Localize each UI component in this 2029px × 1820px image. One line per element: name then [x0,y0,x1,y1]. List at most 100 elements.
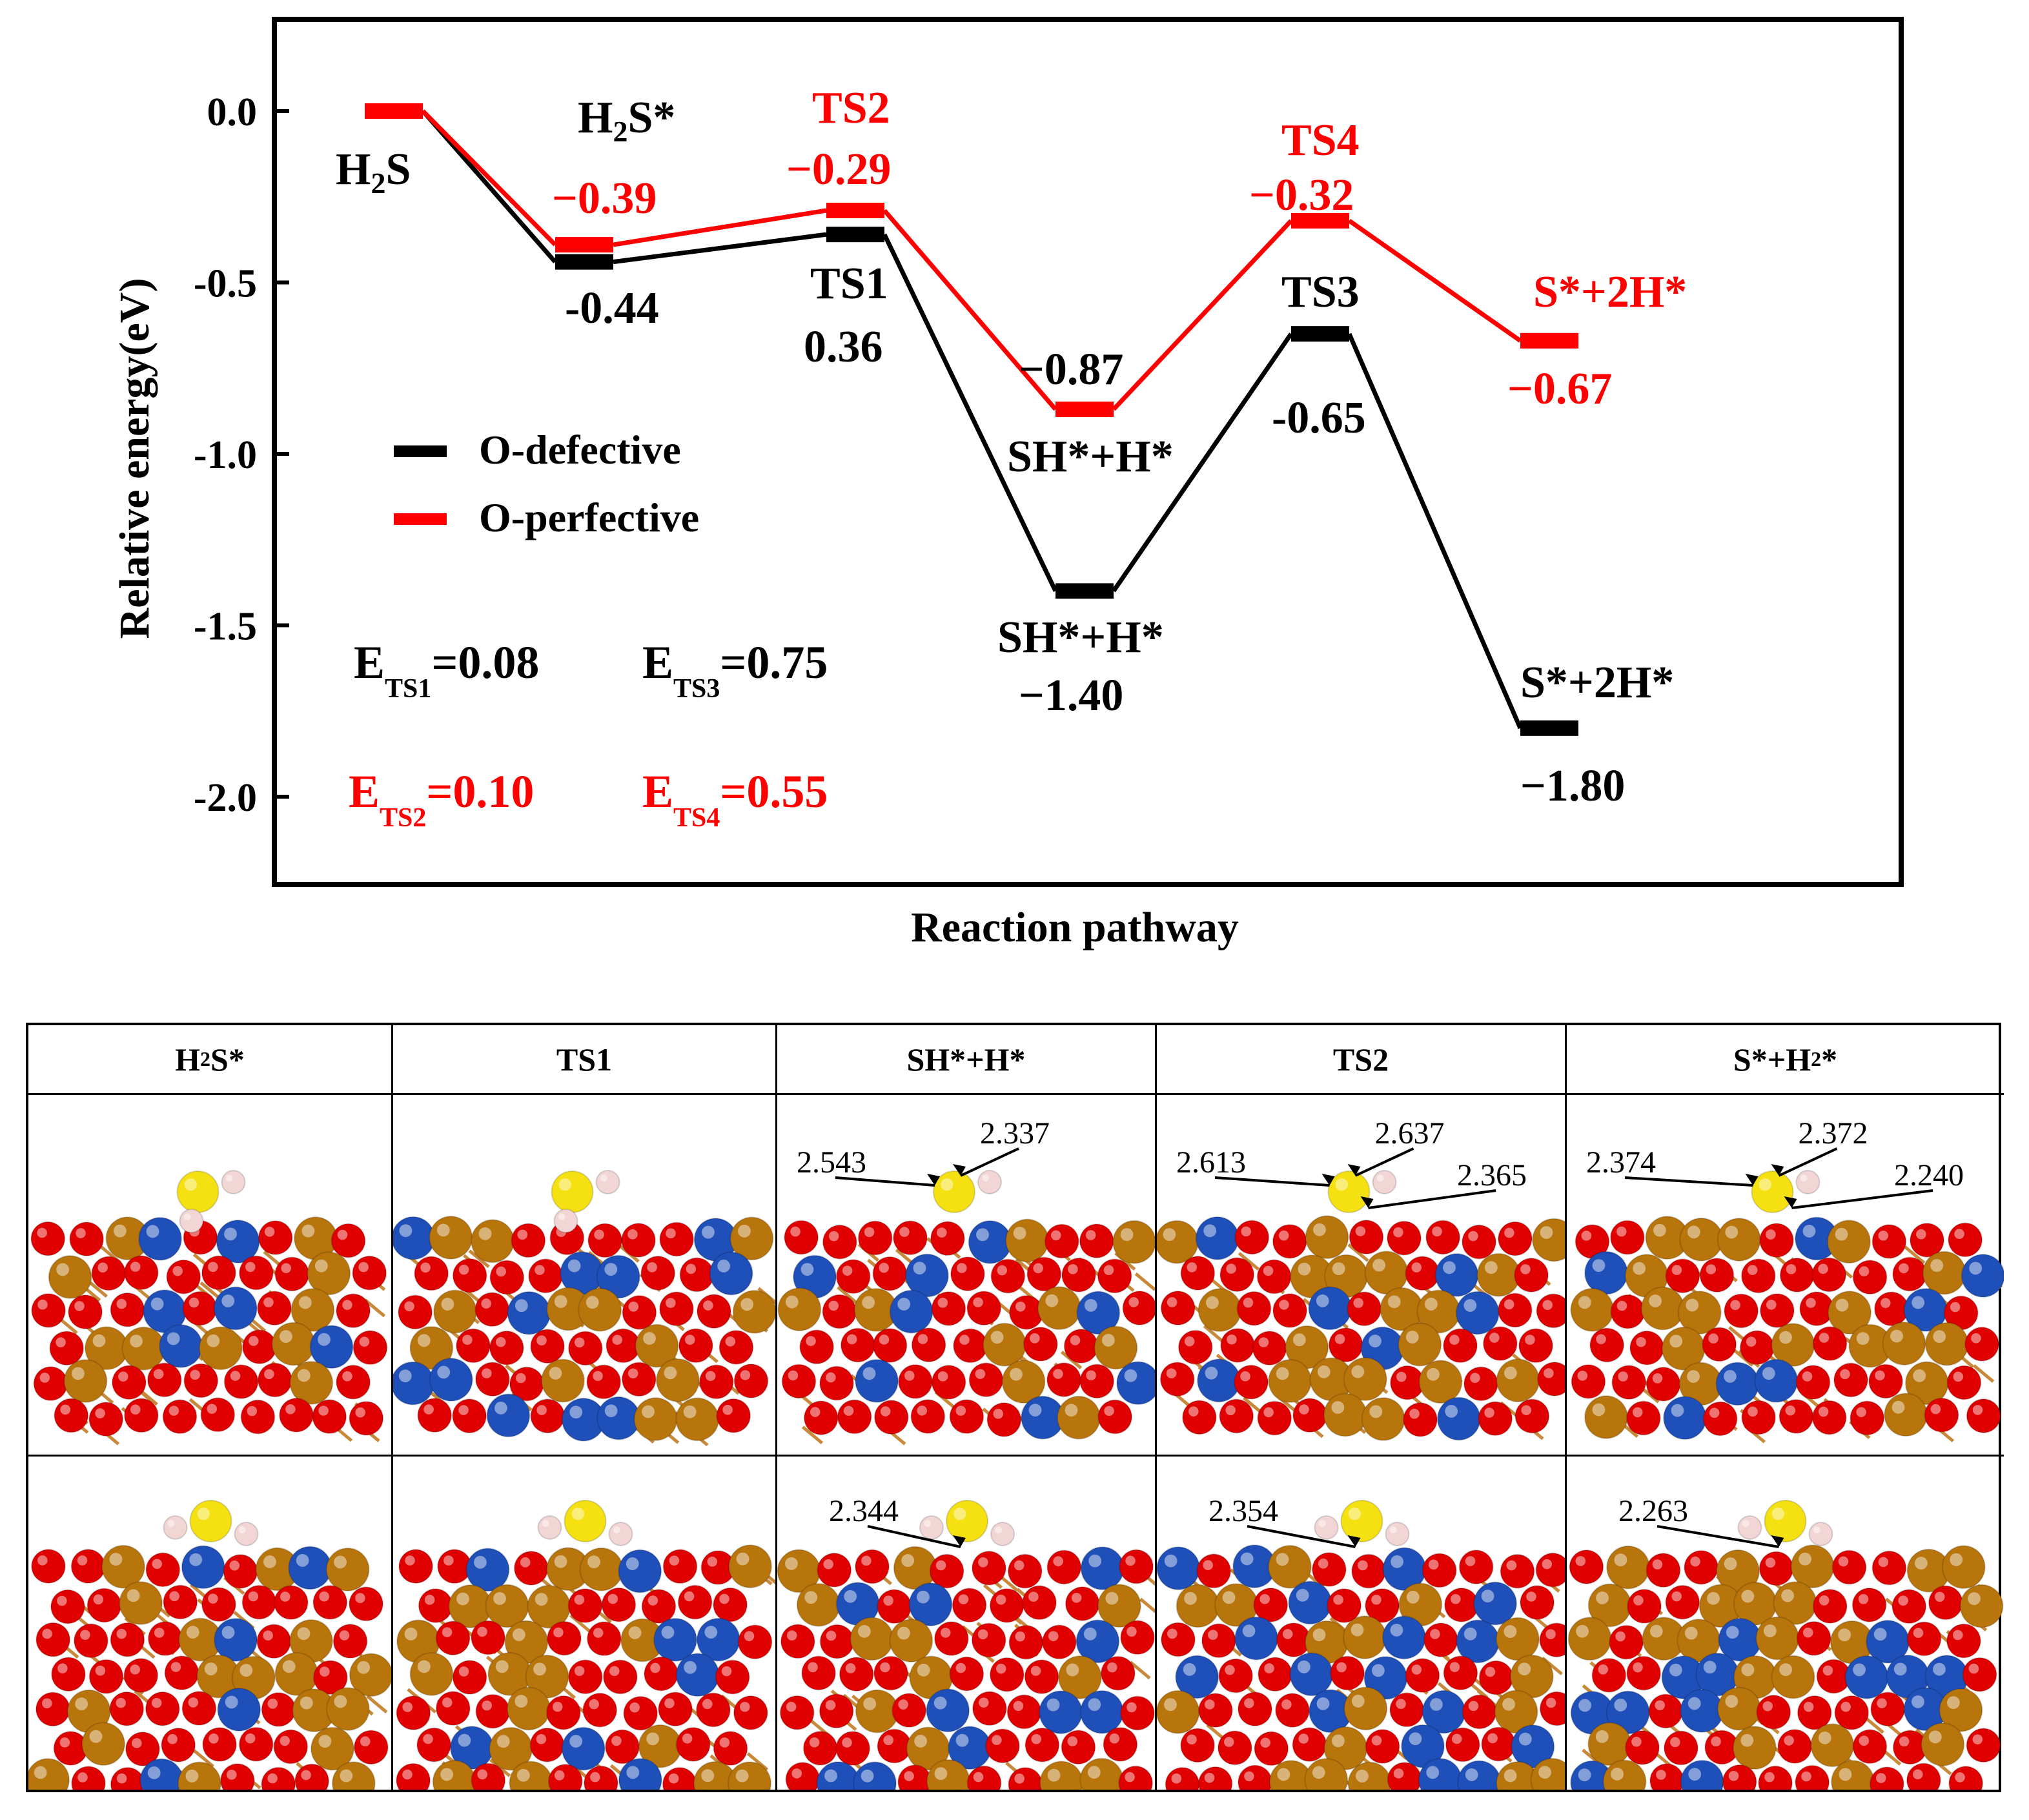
atom-o [471,1620,506,1655]
connector-o-perfective [613,208,827,247]
atom-o [1946,1623,1981,1659]
atom-highlight [93,1594,104,1605]
atom-highlight [1504,1769,1517,1783]
atom-o [36,1622,71,1657]
atom-o [621,1362,657,1397]
atom-highlight [267,1699,278,1709]
value-p3: −0.87 [1019,345,1123,394]
atom-highlight [482,1368,492,1378]
atom-o [452,1398,487,1434]
atom-o [1497,1221,1533,1256]
atom-o [70,1549,106,1584]
atom-highlight [59,1737,70,1748]
atom-o [349,1586,384,1622]
atom-highlight [113,1224,127,1238]
atom-highlight [843,1406,854,1416]
atom-ce [119,1580,163,1625]
atom-highlight [301,1770,311,1781]
atom-highlight [786,1701,797,1712]
atom-highlight [1046,1698,1060,1712]
atom-highlight [1669,1663,1682,1677]
atom-o [695,1692,731,1728]
atom-s [1751,1171,1794,1213]
atom-highlight [1104,1406,1114,1416]
atom-o [312,1660,348,1695]
atom-highlight [1930,1404,1941,1415]
label-h2s: H2S [336,145,411,199]
atom-highlight [1465,1556,1476,1566]
atom-highlight [941,1178,953,1191]
atom-highlight [1014,1774,1025,1784]
atom-highlight [569,1406,583,1419]
arrowhead [1745,1174,1759,1185]
atom-highlight [1109,1733,1120,1744]
atom-highlight [1950,1553,1963,1566]
atom-highlight [1875,1370,1885,1381]
atom-o [1445,1727,1480,1763]
atom-o [273,1585,309,1621]
atom-highlight [1088,1554,1102,1568]
atom-highlight [613,1526,620,1534]
atom-highlight [116,1697,127,1708]
atom-v [926,1688,970,1733]
atom-o [835,1259,871,1294]
atom-o [802,1730,838,1766]
atom-highlight [423,1733,433,1744]
atom-highlight [1898,1595,1908,1606]
atom-o [1022,1585,1057,1621]
atom-o [1627,1588,1662,1624]
atom-highlight [493,1592,506,1605]
atom-o [1234,1364,1269,1400]
atom-highlight [1449,1334,1460,1345]
atom-highlight [806,1336,816,1346]
atom-highlight [1430,1629,1440,1639]
atom-highlight [1127,1702,1137,1713]
atom-v [1715,1362,1760,1406]
atom-highlight [1822,1665,1833,1676]
atom-highlight [1596,1334,1606,1345]
atom-highlight [130,1664,140,1675]
atom-highlight [342,1300,352,1310]
atom-o [1041,1624,1077,1660]
atom-v [1754,1358,1799,1403]
atom-highlight [95,1408,105,1418]
atom-o [1272,1223,1307,1259]
atom-o [1198,1766,1233,1790]
atom-o [452,1258,487,1293]
atom-o [1759,1223,1794,1258]
atom-v [1382,1615,1426,1660]
structure-top-h2s [28,1095,393,1457]
bond [1060,1351,1083,1369]
atom-highlight [1244,1698,1254,1708]
atom-o [1061,1730,1096,1765]
bond [569,1613,591,1633]
atom-o [1351,1553,1387,1589]
atom-highlight [1071,1593,1082,1603]
atom-o [1007,1553,1043,1589]
atom-highlight [39,1373,50,1383]
atom-o [1478,1401,1513,1437]
atom-highlight [1687,1225,1700,1239]
atom-highlight [399,1224,413,1238]
atom-highlight [462,1334,473,1345]
atom-highlight [1033,1263,1043,1274]
atom-highlight [1930,1259,1944,1272]
atom-highlight [1928,1730,1942,1744]
atom-highlight [857,1624,871,1638]
atom-highlight [661,1626,675,1639]
atom-o [1946,1365,1982,1400]
atom-o [1365,1728,1400,1764]
atom-o [698,1364,734,1400]
atom-highlight [917,1590,930,1604]
atom-highlight [958,1594,969,1604]
y-tick-label: -1.0 [194,433,257,477]
atom-ce [1587,1722,1632,1766]
atom-highlight [359,1336,370,1347]
atom-ce [1361,1396,1405,1441]
atom-highlight [477,1769,488,1780]
atom-highlight [533,1662,546,1676]
atom-highlight [607,1593,618,1604]
atom-highlight [1614,1553,1627,1567]
atom-highlight [437,1365,451,1379]
atom-highlight [842,1737,852,1748]
